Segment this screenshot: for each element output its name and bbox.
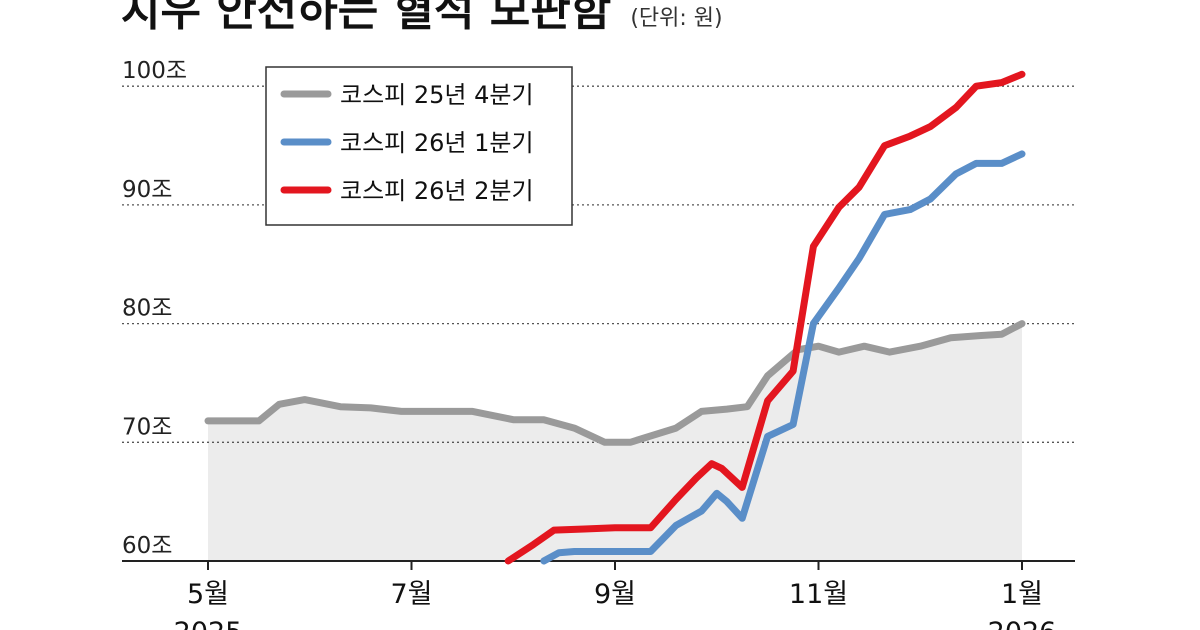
chart-header: 치우 안전하는 혈석 모판함 (단위: 원) [120, 0, 723, 38]
x-tick-label: 1월 [1001, 579, 1043, 610]
series-line-1 [204, 320, 1026, 446]
legend-label-3: 코스피 26년 2분기 [340, 177, 534, 205]
y-tick-label: 90조 [122, 177, 172, 203]
y-tick-label: 80조 [122, 296, 172, 322]
unit-label: (단위: 원) [630, 6, 723, 31]
chart-title: 치우 안전하는 혈석 모판함 [120, 0, 612, 36]
y-tick-label: 60조 [122, 533, 172, 559]
series-line-3 [504, 70, 1026, 565]
x-tick-year: 2026 [988, 617, 1057, 630]
legend-label-2: 코스피 26년 1분기 [340, 129, 534, 157]
y-tick-label: 70조 [122, 414, 172, 440]
x-tick-label: 11월 [789, 579, 848, 610]
legend-label-1: 코스피 25년 4분기 [340, 81, 534, 109]
x-tick-label: 5월 [187, 579, 229, 610]
y-tick-label: 100조 [122, 58, 187, 84]
axis-layer: 60조 70조 80조 90조 100조 5월 2025 7월 9월 11월 1월 2026 [122, 58, 1075, 630]
x-tick-label: 7월 [390, 579, 432, 610]
x-tick-year: 2025 [174, 617, 243, 630]
x-tick-label: 9월 [594, 579, 636, 610]
series-layer [204, 70, 1026, 565]
series-line-2 [540, 150, 1026, 565]
